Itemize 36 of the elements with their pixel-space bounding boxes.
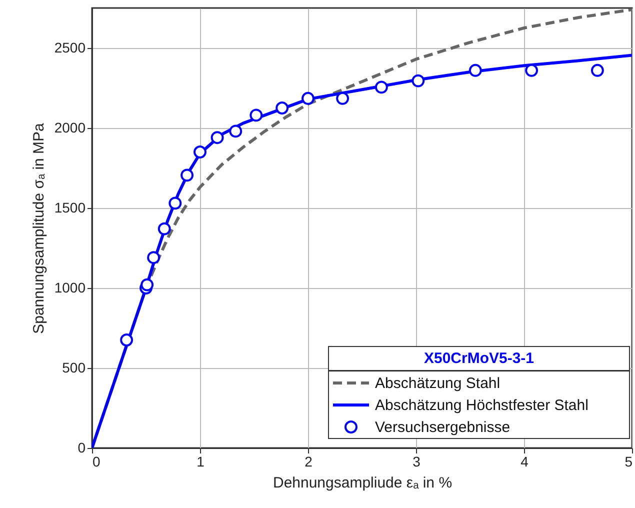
- point: [194, 146, 206, 158]
- x-axis-title: Dehnungsampliude εₐ in %: [272, 474, 452, 492]
- point: [120, 334, 134, 346]
- point: [374, 80, 388, 94]
- point: [147, 251, 160, 264]
- legend-label: Versuchsergebnisse: [375, 418, 510, 436]
- point: [140, 278, 154, 292]
- point: [158, 222, 171, 236]
- point: [302, 92, 314, 105]
- y-tick-label: 2500: [54, 40, 86, 56]
- x-tick-label: 0: [92, 454, 100, 470]
- point: [590, 64, 604, 77]
- x-tick-label: 1: [196, 454, 205, 470]
- y-tick-label: 1500: [54, 200, 86, 216]
- x-tick-label: 3: [412, 454, 421, 470]
- y-tick-label: 0: [78, 440, 86, 456]
- point: [229, 124, 242, 138]
- y-tick-label: 1000: [54, 280, 86, 296]
- point: [336, 92, 350, 105]
- point: [525, 64, 538, 77]
- legend-title: X50CrMoV5-3-1: [422, 349, 536, 369]
- point: [412, 74, 425, 88]
- x-tick-label: 2: [304, 454, 313, 470]
- legend-label: Abschätzung Höchstfester Stahl: [375, 396, 588, 414]
- x-tick-label: 5: [624, 454, 633, 470]
- legend-label: Abschätzung Stahl: [375, 374, 500, 392]
- y-tick-label: 2000: [54, 120, 86, 136]
- point: [168, 196, 182, 210]
- y-tick-label: 500: [62, 360, 86, 376]
- x-tick-label: 4: [520, 454, 529, 470]
- point: [210, 131, 224, 144]
- point: [276, 102, 289, 114]
- point: [250, 108, 263, 122]
- y-axis-title: Spannungsamplitude σₐ in MPa: [30, 122, 48, 334]
- point: [468, 64, 482, 77]
- point: [180, 168, 194, 182]
